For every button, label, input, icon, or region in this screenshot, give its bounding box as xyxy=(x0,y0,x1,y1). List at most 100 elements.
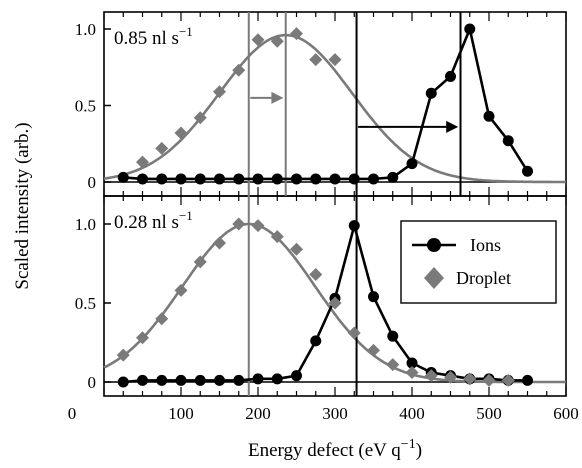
bottom-y-tick-label: 0 xyxy=(88,373,97,392)
bottom-droplet-point xyxy=(290,242,303,256)
legend-droplet-label: Droplet xyxy=(456,268,511,288)
bottom-droplet-point xyxy=(232,217,246,231)
x-tick-label: 100 xyxy=(168,404,194,423)
top-droplet-point xyxy=(290,27,303,41)
top-ions-point xyxy=(368,173,379,185)
x-axis-title: Energy defect (eV q−1) xyxy=(248,437,422,461)
bottom-ions-point xyxy=(387,330,399,342)
top-y-tick-label: 0.5 xyxy=(75,97,96,116)
top-ions-point xyxy=(310,173,322,185)
x-tick-label: 0 xyxy=(68,404,77,423)
legend-droplet-marker xyxy=(424,267,444,289)
top-y-tick-label: 1.0 xyxy=(75,20,96,39)
top-droplet-point xyxy=(270,34,284,48)
top-ions-point xyxy=(291,173,302,185)
top-droplet-point xyxy=(213,85,226,99)
legend-entry-droplet: Droplet xyxy=(424,267,511,289)
bottom-ions-point xyxy=(156,374,168,386)
top-droplet-point xyxy=(309,53,323,67)
top-ions-point xyxy=(445,70,456,82)
top-droplet-fit-curve xyxy=(103,33,566,184)
top-ions-point xyxy=(137,173,148,185)
bottom-droplet-point xyxy=(270,230,284,244)
bottom-droplet-point xyxy=(347,326,361,340)
top-droplet-point xyxy=(193,111,207,125)
bottom-droplet-point xyxy=(424,369,438,383)
bottom-ions-line xyxy=(123,220,528,384)
top-ions-point xyxy=(464,23,476,35)
bottom-y-tick-label: 0.5 xyxy=(75,294,96,313)
bottom-ions-point xyxy=(252,373,264,385)
top-ions-point xyxy=(117,171,129,183)
top-ions-point xyxy=(425,87,437,99)
top-ions-point xyxy=(522,165,533,177)
bottom-droplet-point xyxy=(174,283,188,297)
bottom-droplet-point xyxy=(309,268,323,282)
bottom-panel-annotation: 0.28 nl s−1 xyxy=(114,208,193,233)
legend-ions-label: Ions xyxy=(470,235,501,255)
top-shift-arrowhead xyxy=(446,120,459,133)
top-ions-point xyxy=(156,173,168,185)
top-droplet-point xyxy=(174,126,188,140)
bottom-droplet-point xyxy=(482,373,496,387)
top-ions-point xyxy=(406,158,418,170)
bottom-panel: 0 0.5 1.0 xyxy=(75,196,567,396)
top-droplet-point xyxy=(136,155,149,169)
bottom-ions-point xyxy=(368,291,379,303)
bottom-droplet-point xyxy=(386,358,400,372)
bottom-droplet-point xyxy=(405,366,419,380)
top-droplet-point xyxy=(251,33,265,47)
bottom-y-tick-label: 1.0 xyxy=(75,215,96,234)
top-ions-point xyxy=(387,171,399,183)
top-ions-point xyxy=(502,135,514,147)
bottom-droplet-point xyxy=(251,219,265,233)
bottom-ions-point xyxy=(271,373,283,385)
top-panel-annotation: 0.85 nl s−1 xyxy=(114,24,193,49)
x-tick-label: 600 xyxy=(553,404,579,423)
x-axis: 0 100 200 300 400 500 600 xyxy=(68,404,579,423)
top-ions-point xyxy=(233,173,245,185)
bottom-droplet-point xyxy=(463,372,477,386)
bottom-ions-point xyxy=(117,376,129,388)
top-panel: 0 0.5 1.0 xyxy=(75,12,567,196)
bottom-ions-point xyxy=(233,374,245,386)
x-tick-label: 200 xyxy=(245,404,271,423)
bottom-droplet-point xyxy=(155,312,169,326)
bottom-ions-point xyxy=(522,374,533,386)
bottom-ions-point xyxy=(406,357,418,369)
legend-ions-marker xyxy=(427,238,441,252)
bottom-droplet-point xyxy=(444,370,457,384)
bottom-ions-point xyxy=(175,374,187,386)
x-tick-label: 400 xyxy=(399,404,425,423)
bottom-droplet-point xyxy=(328,296,342,310)
top-ions-line xyxy=(123,24,529,181)
top-ions-point xyxy=(214,173,225,185)
top-ions-point xyxy=(252,173,264,185)
bottom-droplet-point xyxy=(116,348,130,362)
bottom-droplet-point xyxy=(136,331,149,345)
x-tick-label: 500 xyxy=(476,404,502,423)
bottom-droplet-point xyxy=(367,343,380,357)
y-axis-title: Scaled intensity (arb.) xyxy=(12,122,33,289)
top-droplet-point xyxy=(232,63,246,77)
top-ions-point xyxy=(271,173,283,185)
bottom-ions-point xyxy=(348,220,360,232)
bottom-ions-point xyxy=(137,374,148,386)
x-tick-label: 300 xyxy=(322,404,348,423)
bottom-ions-point xyxy=(291,370,302,382)
bottom-droplet-point xyxy=(501,373,515,387)
bottom-ions-point xyxy=(214,374,225,386)
top-ions-point xyxy=(348,173,360,185)
bottom-ions-point xyxy=(310,335,322,347)
legend-entry-ions: Ions xyxy=(412,235,501,255)
bottom-droplet-point xyxy=(213,236,226,250)
legend: Ions Droplet xyxy=(400,220,557,304)
top-droplet-point xyxy=(328,53,342,67)
top-droplet-point xyxy=(155,141,169,155)
top-ions-point xyxy=(483,110,495,122)
top-ions-point xyxy=(194,173,206,185)
top-y-tick-label: 0 xyxy=(88,173,97,192)
top-ions-point xyxy=(329,173,341,185)
bottom-droplet-point xyxy=(193,255,207,269)
